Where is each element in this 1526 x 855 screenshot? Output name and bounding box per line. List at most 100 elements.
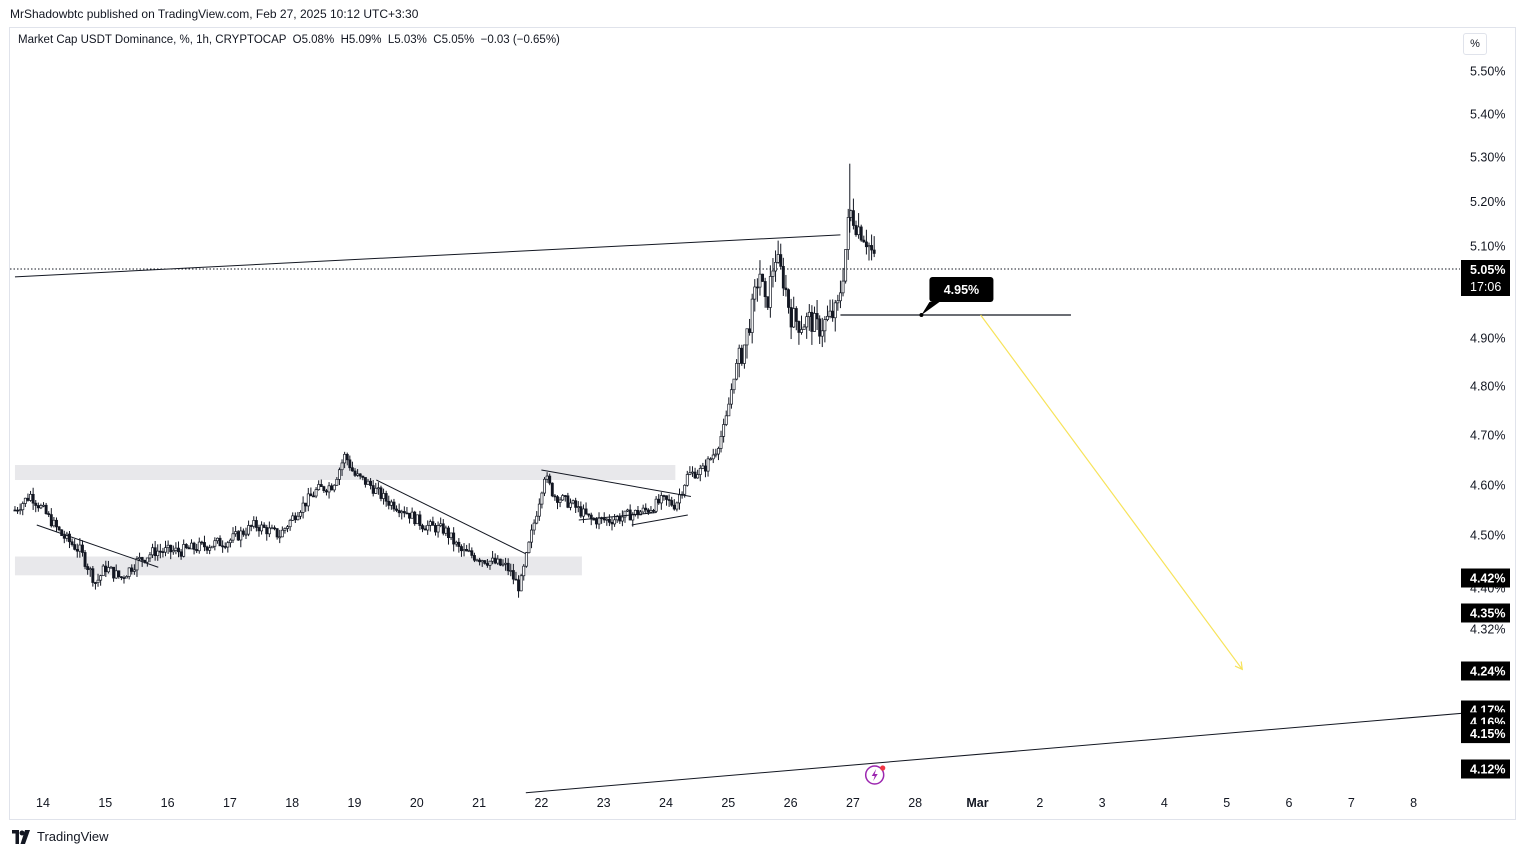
x-axis-tick-label: 5 xyxy=(1223,796,1230,810)
tradingview-logo-icon xyxy=(12,829,30,844)
support-zone xyxy=(14,465,676,480)
candle-body xyxy=(254,520,258,528)
candle-body xyxy=(299,512,302,517)
candle-body xyxy=(454,541,458,545)
callout-box xyxy=(929,277,994,302)
candle-body xyxy=(21,503,25,511)
y-axis-tick-label: 4.70% xyxy=(1470,429,1505,443)
candle-body xyxy=(872,249,876,254)
candle-body xyxy=(530,529,533,543)
candle-body xyxy=(265,527,269,535)
candle-body xyxy=(434,525,437,533)
candle-body xyxy=(763,281,767,298)
candle-body xyxy=(322,486,326,492)
trendline xyxy=(36,524,159,568)
footer-brand-name: TradingView xyxy=(37,829,109,844)
price-badge xyxy=(1461,759,1510,779)
y-axis-tick-label: 5.50% xyxy=(1470,65,1505,79)
candle-body xyxy=(787,289,790,308)
candle-body xyxy=(683,484,687,495)
candle-body xyxy=(236,531,240,541)
candle-body xyxy=(75,549,79,552)
notification-dot-icon xyxy=(880,765,886,771)
x-axis-tick-label: 17 xyxy=(223,796,237,810)
x-axis-tick-label: 7 xyxy=(1348,796,1355,810)
price-scale-unit-button[interactable]: % xyxy=(1463,33,1487,55)
candle-body xyxy=(652,510,655,512)
y-axis-tick-label: 4.90% xyxy=(1470,332,1505,346)
candle-body xyxy=(605,518,609,521)
candle-body xyxy=(667,499,671,501)
candle-body xyxy=(509,570,513,572)
candle-body xyxy=(548,475,552,484)
candle-body xyxy=(190,542,193,550)
candle-body xyxy=(859,226,863,241)
candle-body xyxy=(153,547,157,557)
candle-body xyxy=(203,542,206,548)
candle-body xyxy=(506,562,510,572)
x-axis-tick-label: 23 xyxy=(597,796,611,810)
candle-body xyxy=(556,496,559,503)
candle-body xyxy=(459,546,463,552)
candle-body xyxy=(125,576,129,579)
candle-body xyxy=(592,518,596,521)
candle-body xyxy=(504,562,508,565)
candle-body xyxy=(750,298,754,333)
candle-body xyxy=(49,514,53,527)
candle-body xyxy=(286,526,289,529)
candle-body xyxy=(737,347,741,364)
candle-body xyxy=(441,523,445,534)
candle-body xyxy=(384,493,388,502)
trendline xyxy=(631,514,688,526)
candle-body xyxy=(241,530,245,535)
callout-pointer xyxy=(921,302,940,315)
candle-body xyxy=(358,473,362,477)
candle-body xyxy=(350,467,354,472)
candle-body xyxy=(488,560,492,566)
candle-body xyxy=(735,363,739,380)
candle-body xyxy=(428,521,432,526)
candle-body xyxy=(535,515,539,524)
candle-body xyxy=(415,514,419,525)
candle-body xyxy=(867,245,871,248)
candle-body xyxy=(545,475,549,480)
candle-body xyxy=(343,453,347,464)
symbol-legend: Market Cap USDT Dominance, %, 1h, CRYPTO… xyxy=(18,34,560,46)
candle-body xyxy=(410,511,414,519)
candle-body xyxy=(732,378,736,391)
candle-body xyxy=(363,477,367,485)
candle-body xyxy=(174,547,178,551)
legend-symbol: Market Cap USDT Dominance, %, 1h, CRYPTO… xyxy=(18,34,287,46)
candle-body xyxy=(758,273,762,288)
price-badge-label: 4.24% xyxy=(1470,665,1505,679)
candle-body xyxy=(579,506,583,517)
candle-body xyxy=(813,313,816,332)
candle-body xyxy=(766,296,770,308)
candle-body xyxy=(62,535,66,539)
candle-body xyxy=(249,525,253,527)
candle-body xyxy=(145,557,149,563)
candle-body xyxy=(345,453,349,461)
candle-body xyxy=(68,533,71,543)
candle-body xyxy=(755,286,759,289)
candle-body xyxy=(618,516,622,522)
candle-body xyxy=(275,528,279,538)
candle-body xyxy=(291,515,295,521)
candle-body xyxy=(18,509,22,512)
x-axis-tick-label: 21 xyxy=(472,796,486,810)
candle-body xyxy=(537,503,541,517)
candle-body xyxy=(706,458,710,472)
candle-body xyxy=(753,286,757,300)
candle-body xyxy=(114,570,118,579)
publisher-caption: MrShadowbtc published on TradingView.com… xyxy=(10,7,419,21)
candle-body xyxy=(387,500,391,506)
candle-body xyxy=(566,495,570,508)
candle-body xyxy=(633,509,637,515)
candle-body xyxy=(714,453,718,456)
candle-body xyxy=(257,527,261,532)
candle-body xyxy=(870,245,874,251)
candle-body xyxy=(426,525,430,531)
footer-branding: TradingView xyxy=(10,829,109,844)
candle-body xyxy=(639,511,643,516)
